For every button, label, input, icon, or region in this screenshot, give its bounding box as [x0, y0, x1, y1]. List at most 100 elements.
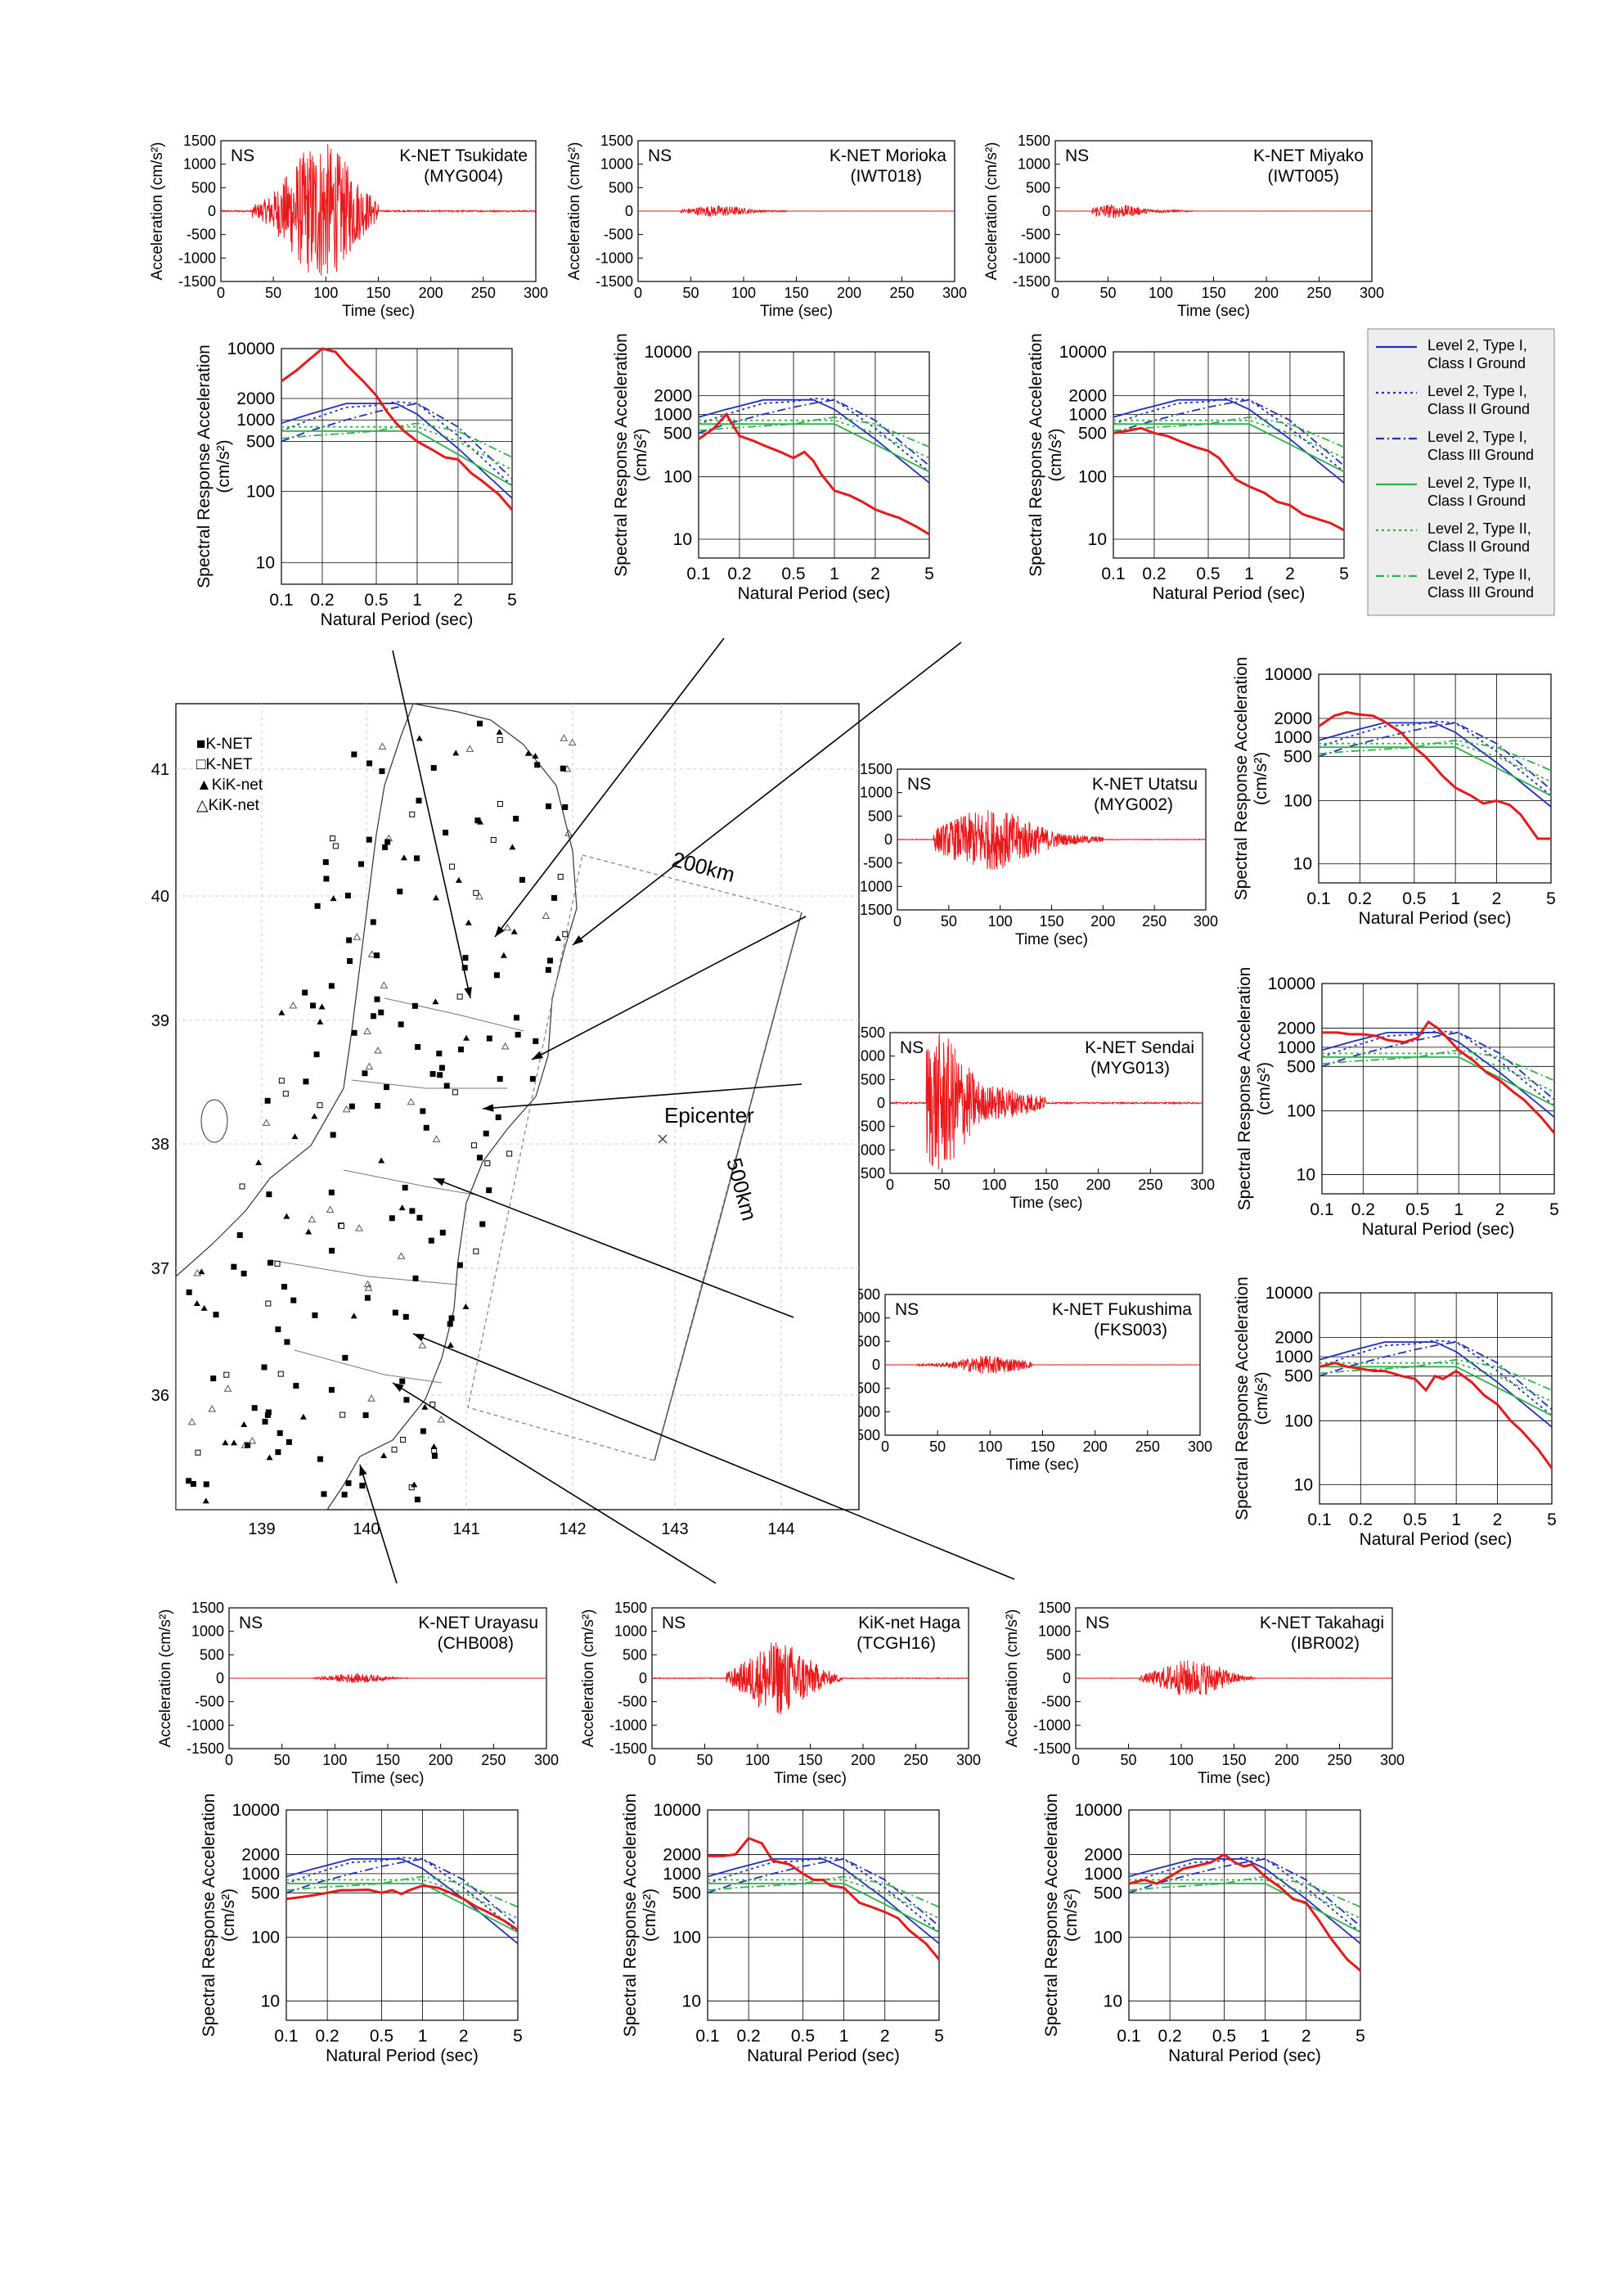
station-marker	[562, 804, 569, 810]
station-marker	[475, 892, 483, 900]
station-marker	[418, 1341, 427, 1348]
y-tick-label: 500	[246, 433, 275, 452]
x-tick-label: 2	[1285, 565, 1295, 583]
station-marker	[362, 1412, 369, 1419]
station-marker	[366, 836, 372, 843]
station-marker	[241, 1421, 248, 1428]
station-marker	[462, 1303, 470, 1310]
y-tick-label: -1000	[187, 1717, 224, 1733]
station-marker	[241, 1270, 247, 1276]
station-marker	[409, 811, 416, 817]
spectrum-panel-1: 10000 2000 1000 500 100 10 0.1 0.2 0.5 1 2 5 Natural…	[195, 340, 517, 629]
legend-label: Class II Ground	[1427, 538, 1530, 555]
station-name: K-NET Morioka	[829, 146, 946, 165]
y-axis-label-units: (cm/s²)	[214, 439, 233, 493]
y-tick-label: -500	[618, 1694, 647, 1710]
station-marker	[378, 742, 387, 750]
code-spectrum-line-2	[1318, 720, 1552, 797]
x-tick-label: 150	[784, 285, 808, 301]
arrow-head	[532, 1051, 543, 1060]
station-marker	[408, 1484, 415, 1491]
station-marker	[560, 734, 569, 741]
station-marker	[456, 993, 463, 1000]
x-tick-label: 5	[1547, 1510, 1557, 1529]
station-marker	[347, 957, 353, 964]
station-marker	[400, 854, 407, 861]
station-marker	[449, 863, 456, 870]
y-axis-label: Spectral Response Acceleration	[200, 1794, 218, 2037]
station-marker	[350, 1312, 357, 1319]
x-tick-label: 100	[313, 285, 338, 301]
station-marker	[310, 1002, 317, 1009]
x-tick-label: 200	[837, 285, 861, 301]
y-axis-label: Spectral Response Acceleration	[612, 333, 631, 577]
arrow-head	[495, 925, 505, 937]
x-axis-label: Natural Period (sec)	[1362, 1220, 1515, 1239]
legend-label: Class III Ground	[1427, 584, 1534, 601]
station-marker	[303, 1078, 309, 1085]
sado-island	[200, 1099, 228, 1143]
station-code: (FKS003)	[1094, 1321, 1167, 1339]
station-marker	[430, 764, 437, 771]
plot-frame	[1113, 351, 1345, 559]
code-spectrum-line-2	[1113, 397, 1345, 473]
code-spectrum-line-6	[698, 416, 930, 448]
station-marker	[476, 1155, 483, 1161]
y-tick-label: 1000	[236, 411, 275, 430]
station-marker	[497, 736, 503, 743]
y-tick-label: 10000	[227, 340, 275, 358]
y-tick-label: 0	[625, 203, 633, 219]
x-tick-label: 2	[459, 2027, 469, 2046]
station-marker	[447, 1321, 453, 1327]
station-marker	[274, 1260, 281, 1267]
x-tick-label: 0.5	[791, 2027, 815, 2046]
code-spectrum-line-6	[1113, 416, 1345, 448]
y-tick-label: 1000	[1274, 728, 1312, 747]
code-spectrum-line-3	[285, 1857, 519, 1927]
station-marker	[474, 817, 481, 824]
station-marker	[285, 1438, 292, 1445]
x-tick-label: 300	[942, 285, 967, 301]
x-tick-label: 100	[745, 1752, 770, 1768]
station-name: K-NET Urayasu	[418, 1614, 538, 1632]
y-tick-label: 10	[1294, 1475, 1313, 1494]
station-marker	[195, 1449, 201, 1456]
y-tick-label: 10000	[232, 1801, 280, 1820]
station-marker	[382, 844, 389, 850]
station-marker	[364, 1294, 371, 1301]
code-spectrum-line-4	[1319, 746, 1552, 797]
x-tick-label: 0	[634, 285, 642, 301]
station-marker	[255, 1159, 263, 1166]
station-marker	[557, 873, 564, 880]
y-tick-label: -500	[187, 227, 216, 243]
y-tick-label: -1500	[596, 273, 633, 290]
station-marker	[348, 1103, 355, 1110]
station-marker	[407, 1097, 416, 1105]
component-label: NS	[231, 146, 254, 165]
station-marker	[392, 1309, 398, 1316]
y-tick-label: 1000	[1277, 1038, 1315, 1057]
code-spectrum-line-3	[1318, 722, 1552, 790]
y-tick-label: 1000	[1018, 156, 1050, 173]
y-tick-label: 0	[1042, 203, 1050, 219]
connector-line	[392, 650, 471, 999]
component-label: NS	[662, 1614, 686, 1632]
arrow-head	[393, 1383, 404, 1393]
legend-label: Level 2, Type II,	[1427, 520, 1531, 537]
station-marker	[223, 1384, 232, 1392]
x-tick-label: 100	[1169, 1752, 1194, 1768]
x-tick-label: 0.5	[781, 565, 805, 583]
station-marker	[416, 1214, 423, 1221]
station-marker	[374, 952, 380, 959]
station-marker	[568, 738, 577, 746]
epicenter-marker	[658, 1134, 668, 1144]
y-axis-label: Spectral Response Acceleration	[621, 1794, 640, 2037]
station-name: K-NET Tsukidate	[399, 146, 528, 165]
station-marker	[275, 1326, 281, 1333]
y-tick-label: 2000	[1084, 1845, 1122, 1864]
station-marker	[251, 1405, 258, 1411]
x-axis-label: Time (sec)	[774, 1770, 847, 1787]
station-marker	[339, 1411, 346, 1418]
x-tick-label: 0.5	[1212, 2027, 1236, 2046]
